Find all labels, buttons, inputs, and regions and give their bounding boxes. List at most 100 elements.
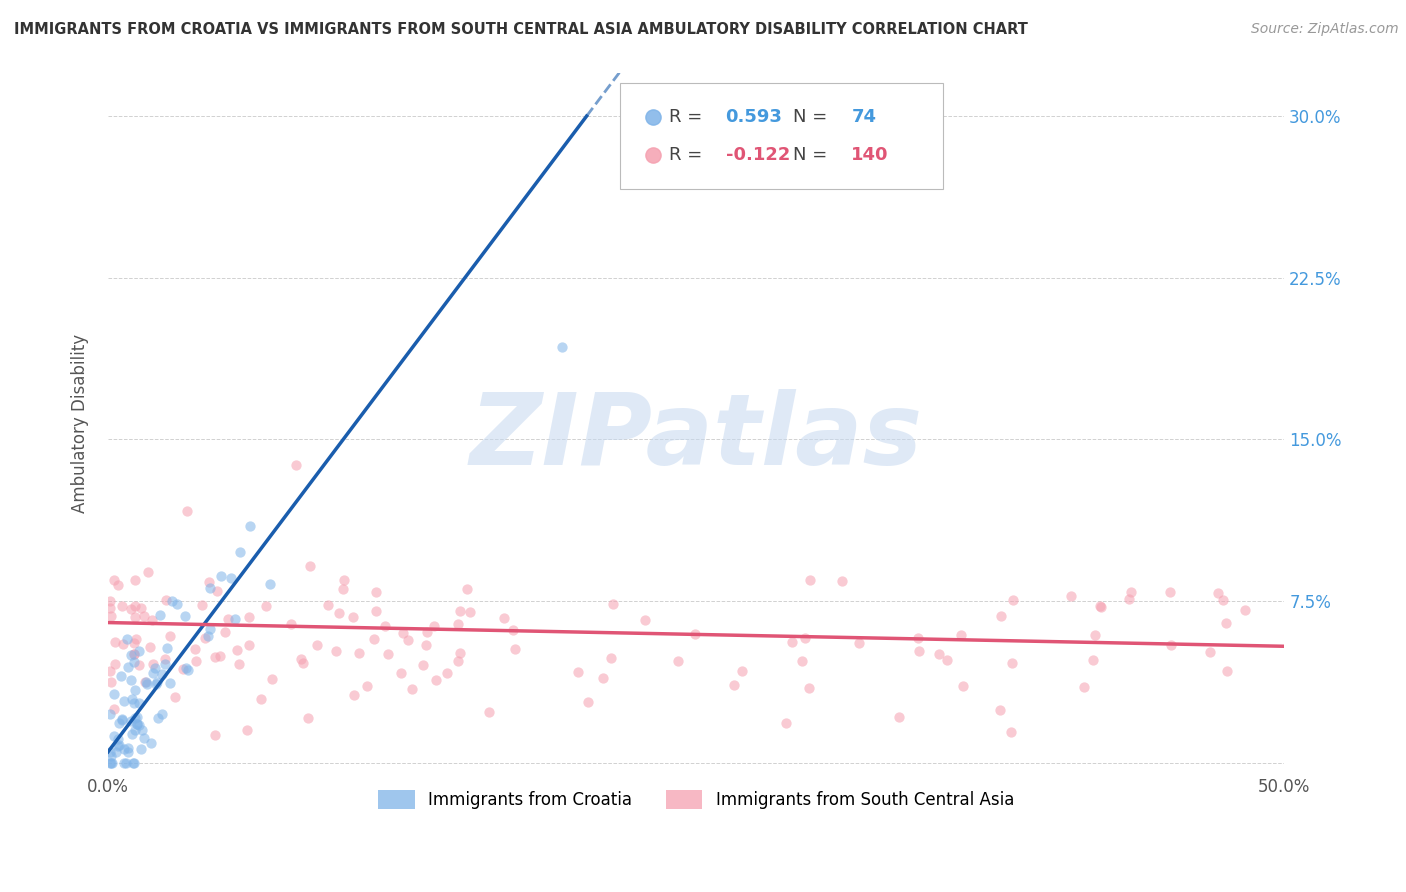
Point bbox=[104, 657, 127, 671]
Legend: Immigrants from Croatia, Immigrants from South Central Asia: Immigrants from Croatia, Immigrants from… bbox=[371, 783, 1021, 815]
Point bbox=[1118, 591, 1140, 606]
Point bbox=[401, 682, 423, 697]
Point bbox=[153, 652, 176, 666]
Point bbox=[120, 673, 142, 687]
Point bbox=[98, 756, 121, 770]
Point bbox=[284, 458, 307, 472]
Point bbox=[124, 573, 146, 587]
Point bbox=[356, 679, 378, 693]
Point bbox=[121, 691, 143, 706]
Point bbox=[100, 756, 122, 770]
Point bbox=[775, 716, 797, 731]
Point bbox=[100, 608, 122, 623]
Point bbox=[305, 638, 328, 652]
Point bbox=[228, 657, 250, 671]
Point bbox=[333, 574, 356, 588]
Point bbox=[112, 742, 135, 756]
Text: -0.122: -0.122 bbox=[725, 146, 790, 164]
Point bbox=[1121, 585, 1143, 599]
Point bbox=[98, 594, 121, 608]
Text: 140: 140 bbox=[852, 146, 889, 164]
Point bbox=[139, 640, 162, 654]
Point bbox=[935, 653, 957, 667]
Point bbox=[110, 669, 132, 683]
Point bbox=[150, 667, 173, 681]
Point bbox=[1000, 725, 1022, 739]
Point bbox=[197, 629, 219, 643]
Point bbox=[145, 676, 167, 690]
Point bbox=[389, 665, 412, 680]
Point bbox=[990, 608, 1012, 623]
Point bbox=[112, 756, 135, 770]
Point bbox=[125, 710, 148, 724]
Point bbox=[794, 631, 817, 645]
Point bbox=[460, 606, 482, 620]
Point bbox=[124, 710, 146, 724]
Text: N =: N = bbox=[793, 146, 832, 164]
Point bbox=[907, 631, 929, 645]
Point bbox=[412, 657, 434, 672]
Point bbox=[117, 632, 139, 646]
Point bbox=[204, 728, 226, 742]
Point bbox=[105, 745, 128, 759]
Point bbox=[111, 713, 134, 727]
Point bbox=[1090, 600, 1112, 615]
Point bbox=[148, 711, 170, 725]
Text: ZIPatlas: ZIPatlas bbox=[470, 389, 922, 486]
Point bbox=[117, 659, 139, 673]
Point bbox=[373, 619, 395, 633]
Point bbox=[238, 638, 260, 652]
Point bbox=[122, 696, 145, 710]
Point bbox=[197, 575, 219, 590]
Point bbox=[392, 625, 415, 640]
Point bbox=[415, 639, 437, 653]
Point bbox=[342, 609, 364, 624]
Point bbox=[112, 694, 135, 708]
Point bbox=[190, 599, 212, 613]
Point bbox=[291, 656, 314, 670]
Point bbox=[1216, 665, 1239, 679]
Point bbox=[799, 681, 821, 695]
Point bbox=[132, 731, 155, 745]
Point bbox=[128, 696, 150, 710]
Point bbox=[602, 597, 624, 611]
Point bbox=[142, 665, 165, 680]
Point bbox=[396, 632, 419, 647]
Point bbox=[159, 675, 181, 690]
Point bbox=[100, 749, 122, 764]
Point bbox=[125, 632, 148, 647]
Point bbox=[103, 702, 125, 716]
Point bbox=[103, 573, 125, 587]
Point bbox=[238, 609, 260, 624]
Point bbox=[236, 723, 259, 737]
Point bbox=[364, 585, 387, 599]
Point bbox=[129, 742, 152, 756]
Point bbox=[1001, 656, 1024, 670]
Point bbox=[177, 663, 200, 677]
Point bbox=[478, 705, 501, 719]
Point bbox=[1215, 615, 1237, 630]
Point bbox=[98, 707, 121, 722]
Point bbox=[124, 683, 146, 698]
Point bbox=[128, 644, 150, 658]
Point bbox=[103, 687, 125, 701]
Point bbox=[799, 573, 821, 587]
Point bbox=[328, 607, 350, 621]
Point bbox=[1234, 603, 1257, 617]
Point bbox=[600, 651, 623, 665]
Point bbox=[124, 647, 146, 661]
Point bbox=[299, 559, 322, 574]
Point bbox=[141, 613, 163, 627]
FancyBboxPatch shape bbox=[620, 84, 943, 188]
Point bbox=[343, 688, 366, 702]
Point bbox=[142, 657, 165, 671]
Point bbox=[108, 715, 131, 730]
Point bbox=[576, 694, 599, 708]
Point bbox=[347, 646, 370, 660]
Point bbox=[134, 609, 156, 624]
Point bbox=[1159, 584, 1181, 599]
Point bbox=[127, 717, 149, 731]
Point bbox=[120, 648, 142, 663]
Point bbox=[229, 545, 252, 559]
Point bbox=[124, 609, 146, 624]
